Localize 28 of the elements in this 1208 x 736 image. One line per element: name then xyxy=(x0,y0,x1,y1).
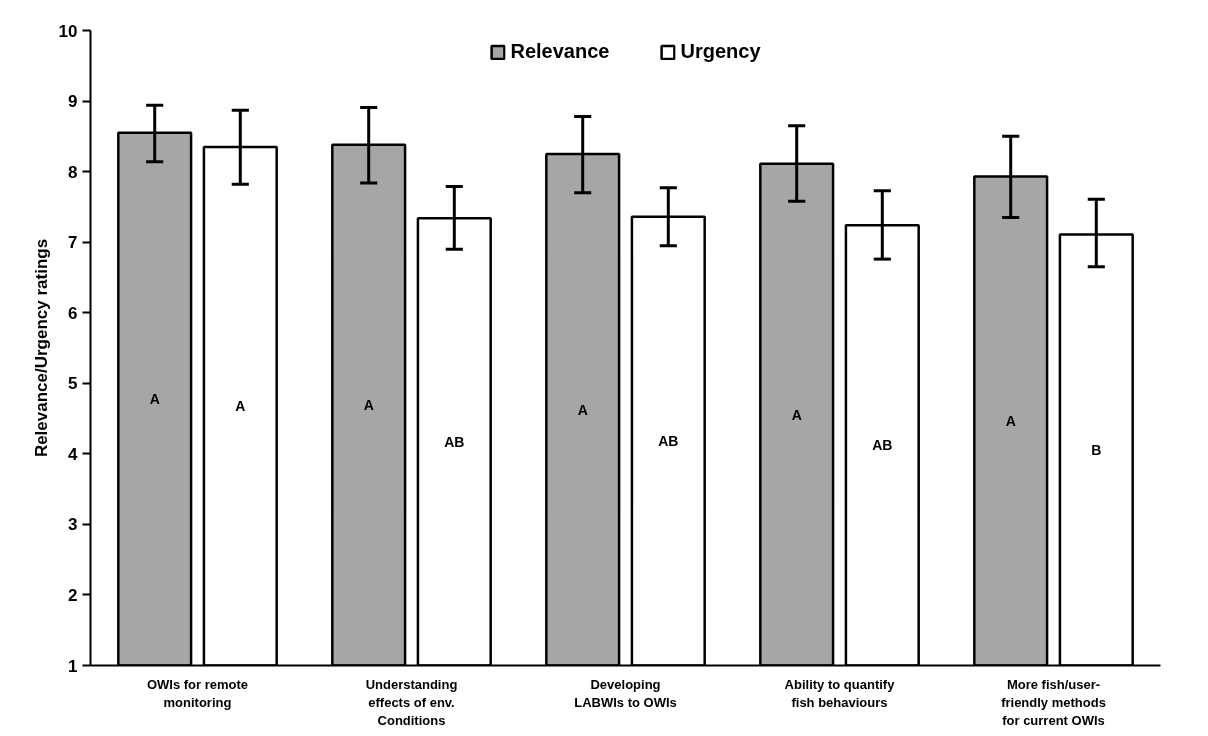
y-axis-title: Relevance/Urgency ratings xyxy=(31,238,51,458)
data-label: A xyxy=(363,397,374,414)
y-tick-label: 8 xyxy=(68,162,78,182)
y-tick-label: 4 xyxy=(68,444,79,464)
data-label: B xyxy=(1091,441,1102,458)
y-tick-label: 1 xyxy=(68,656,78,676)
y-tick-label: 10 xyxy=(58,21,78,41)
data-label: AB xyxy=(444,433,465,450)
x-tick-label: Understanding effects of env. Conditions xyxy=(365,676,458,728)
data-label: AB xyxy=(872,437,893,454)
legend-label: Urgency xyxy=(680,40,761,63)
legend-label: Relevance xyxy=(510,40,610,63)
y-tick-label: 5 xyxy=(68,374,78,394)
data-label: A xyxy=(235,398,246,415)
x-tick-label: More fish/user- friendly methods for current OWIs xyxy=(1001,676,1106,728)
x-tick-label: Ability to quantify fish behaviours xyxy=(784,676,896,710)
data-label: A xyxy=(1005,413,1016,430)
y-tick-label: 6 xyxy=(68,303,78,323)
x-tick-label: Developing LABWIs to OWIs xyxy=(574,676,677,710)
y-tick-label: 7 xyxy=(68,233,78,253)
y-tick-label: 2 xyxy=(68,585,78,605)
data-label: AB xyxy=(658,433,679,450)
y-tick-label: 9 xyxy=(68,92,78,112)
data-label: A xyxy=(149,391,160,408)
x-tick-label: OWIs for remote monitoring xyxy=(146,676,249,710)
data-label: A xyxy=(577,401,588,418)
y-tick-label: 3 xyxy=(68,515,78,535)
data-label: A xyxy=(791,406,802,423)
